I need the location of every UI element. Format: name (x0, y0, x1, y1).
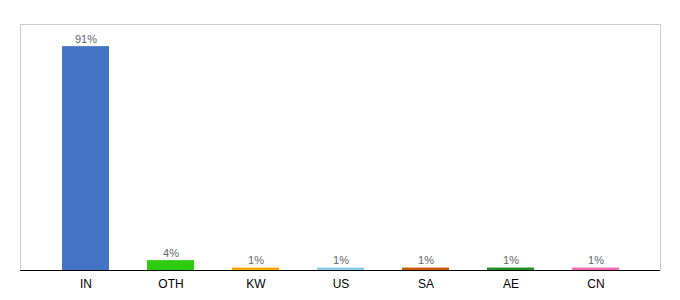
svg-text:1%: 1% (503, 254, 519, 266)
svg-text:KW: KW (246, 277, 266, 291)
svg-text:1%: 1% (248, 254, 264, 266)
svg-text:91%: 91% (75, 33, 97, 45)
svg-text:1%: 1% (333, 254, 349, 266)
svg-text:CN: CN (587, 277, 604, 291)
svg-text:US: US (333, 277, 350, 291)
svg-text:4%: 4% (163, 247, 179, 259)
svg-text:1%: 1% (588, 254, 604, 266)
svg-text:AE: AE (503, 277, 519, 291)
svg-text:1%: 1% (418, 254, 434, 266)
svg-text:SA: SA (418, 277, 434, 291)
svg-text:OTH: OTH (158, 277, 183, 291)
svg-text:IN: IN (80, 277, 92, 291)
